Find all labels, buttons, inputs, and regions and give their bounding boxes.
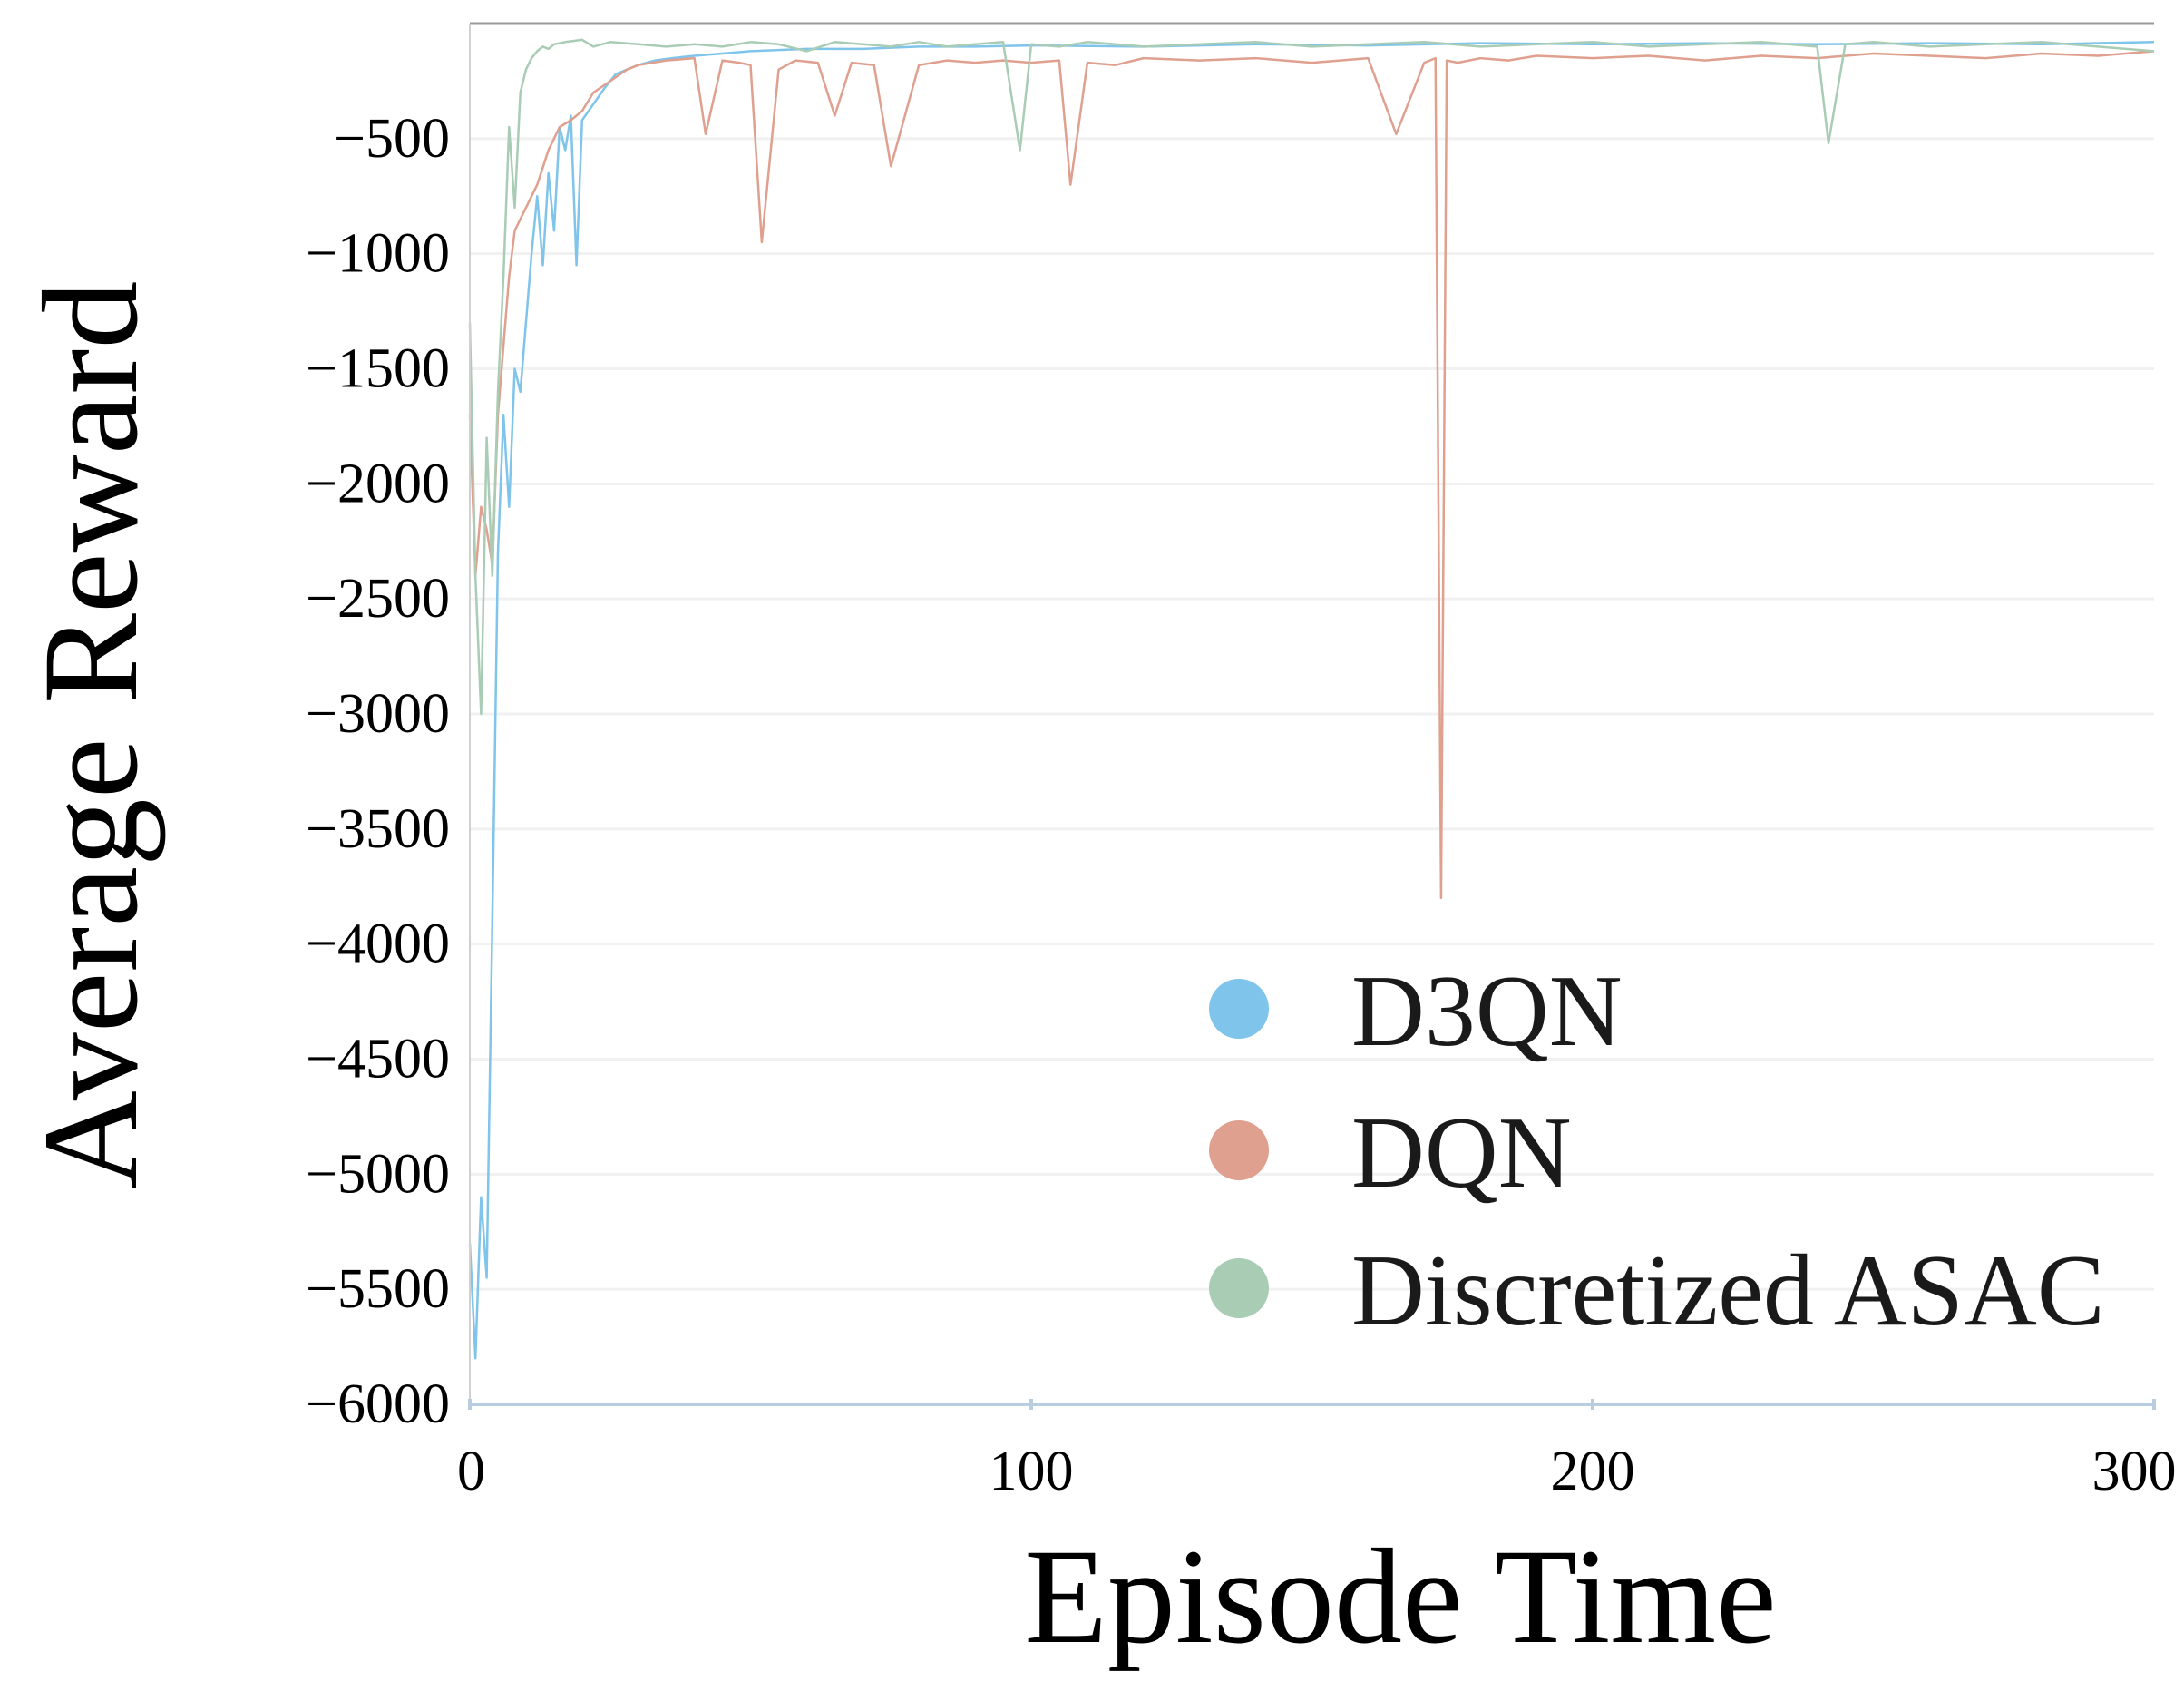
- y-tick-label: −2500: [306, 568, 450, 630]
- grid-layer: [470, 137, 2154, 1406]
- x-axis-title: Episode Time: [1024, 1521, 1776, 1672]
- legend-marker-dqn: [1209, 1120, 1269, 1180]
- axis-layer: [469, 22, 2154, 1406]
- x-tick-label: 0: [457, 1441, 485, 1502]
- legend-marker-d3qn: [1209, 979, 1269, 1039]
- series-line-dqn: [468, 50, 2155, 900]
- y-tick-label: −1500: [306, 338, 450, 400]
- tick-layer: −500 −1000 −1500 −2000 −2500 −3000 −3500 −4000 −…: [306, 108, 2176, 1502]
- y-tick-label: −6000: [306, 1373, 450, 1435]
- y-tick-label: −4000: [306, 914, 450, 975]
- series-line-discretized-asac: [468, 38, 2155, 716]
- y-tick-label: −3500: [306, 798, 450, 860]
- y-tick-label: −500: [334, 108, 450, 170]
- x-tick-label: 200: [1551, 1441, 1635, 1502]
- series-line-d3qn: [468, 41, 2155, 1360]
- y-tick-label: −3000: [306, 683, 450, 745]
- y-tick-label: −1000: [306, 223, 450, 285]
- x-tick-label: 100: [990, 1441, 1074, 1502]
- x-tick-label: 300: [2092, 1441, 2177, 1502]
- legend: D3QN DQN Discretized ASAC: [1209, 955, 2105, 1347]
- series-layer: [468, 38, 2155, 1360]
- legend-marker-discretized-asac: [1209, 1258, 1269, 1318]
- legend-label-discretized-asac: Discretized ASAC: [1351, 1235, 2105, 1347]
- legend-label-dqn: DQN: [1351, 1097, 1572, 1209]
- legend-label-d3qn: D3QN: [1351, 955, 1623, 1068]
- y-tick-label: −5500: [306, 1258, 450, 1320]
- y-tick-label: −5000: [306, 1143, 450, 1205]
- y-tick-label: −4500: [306, 1029, 450, 1090]
- y-tick-label: −2000: [306, 453, 450, 514]
- y-axis-title: Average Reward: [15, 281, 166, 1189]
